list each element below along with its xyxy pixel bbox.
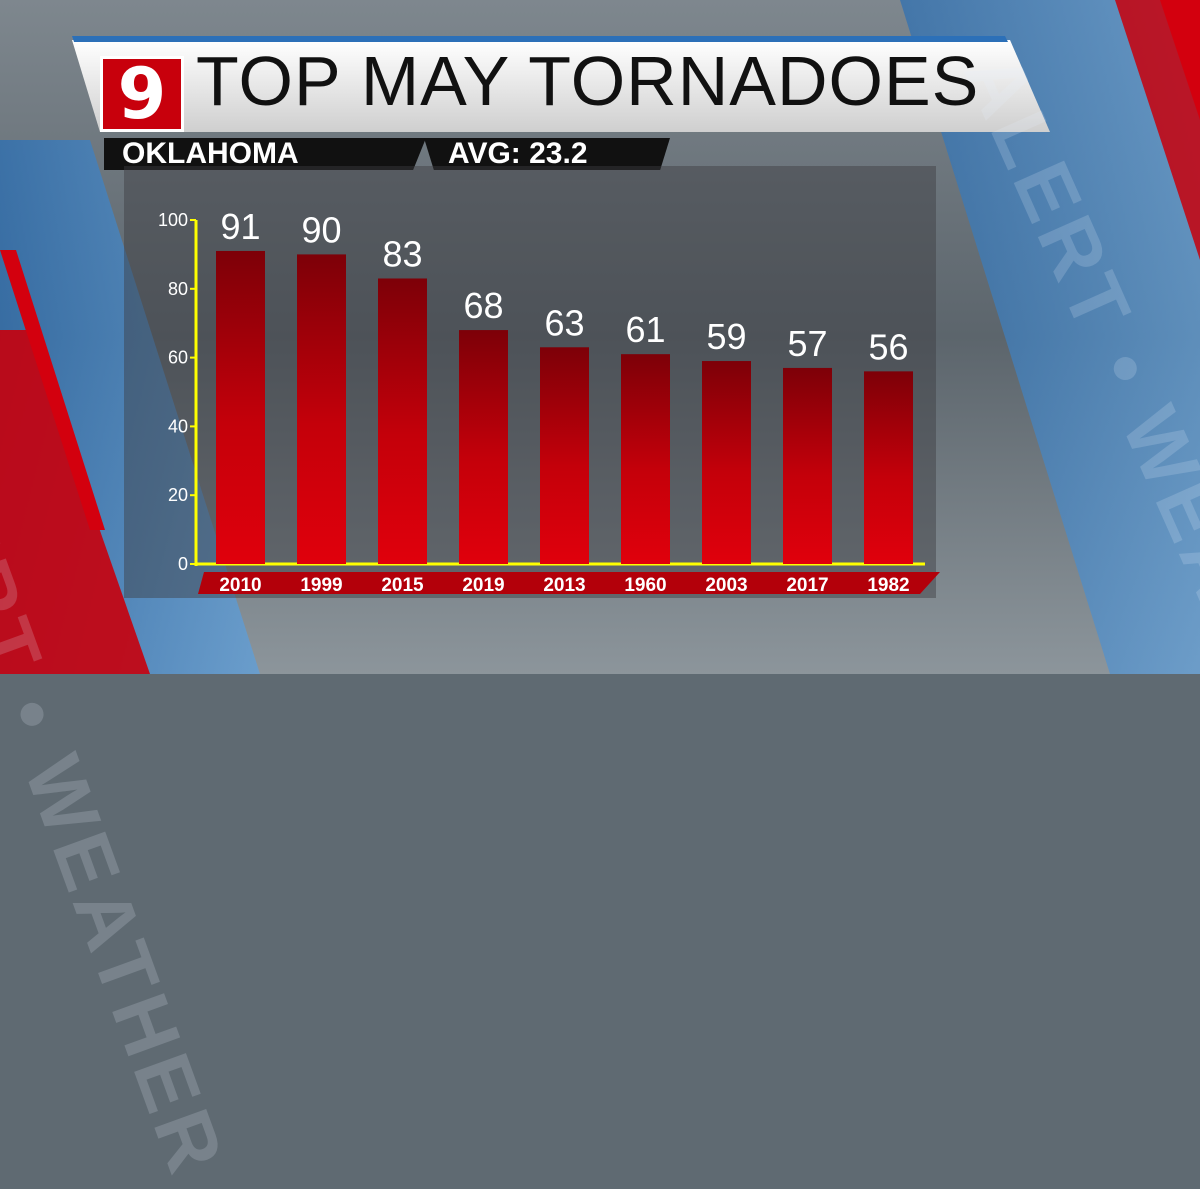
chart-title: TOP MAY TORNADOES <box>196 42 980 120</box>
bar <box>378 278 427 564</box>
average-label: AVG: 23.2 <box>448 137 588 170</box>
bar <box>702 361 751 564</box>
bar <box>216 250 265 564</box>
bar-value-label: 68 <box>463 285 503 326</box>
bar <box>297 254 346 564</box>
x-tick-label: 1999 <box>300 575 342 596</box>
y-tick-label: 100 <box>158 210 188 230</box>
bar-value-label: 57 <box>787 323 827 364</box>
bar <box>621 354 670 564</box>
x-tick-label: 2019 <box>462 575 504 596</box>
background-graphic <box>0 0 1200 674</box>
x-tick-label: 2017 <box>786 575 828 596</box>
x-tick-label: 2003 <box>705 575 747 596</box>
channel-logo: 9 <box>100 56 184 132</box>
bar-chart: 0 20 40 60 80 100 91 2010 90 1999 83 2015 68 2019 63 2… <box>158 206 940 596</box>
x-tick-label: 1960 <box>624 575 666 596</box>
y-tick-label: 20 <box>168 485 188 505</box>
bar-value-label: 91 <box>220 206 260 247</box>
bar <box>540 347 589 564</box>
location-label: OKLAHOMA <box>122 137 299 170</box>
y-tick-label: 40 <box>168 416 188 436</box>
location-label-box: OKLAHOMA <box>104 138 426 170</box>
y-tick-label: 60 <box>168 348 188 368</box>
y-tick-label: 80 <box>168 279 188 299</box>
logo-number: 9 <box>117 53 167 135</box>
x-tick-label: 1982 <box>867 575 909 596</box>
y-tick-label: 0 <box>178 554 188 574</box>
bar-value-label: 56 <box>868 326 908 367</box>
title-banner: 9 TOP MAY TORNADOES <box>0 0 1200 140</box>
bar-value-label: 59 <box>706 316 746 357</box>
x-axis-ribbon <box>198 572 940 594</box>
bar-value-label: 90 <box>301 209 341 250</box>
bar <box>459 330 508 564</box>
bar-value-label: 63 <box>544 302 584 343</box>
x-tick-label: 2013 <box>543 575 585 596</box>
bar-value-label: 83 <box>382 233 422 274</box>
x-tick-label: 2010 <box>219 575 261 596</box>
average-label-box: AVG: 23.2 <box>424 138 670 170</box>
bar-value-label: 61 <box>625 309 665 350</box>
bar <box>864 371 913 564</box>
x-tick-label: 2015 <box>381 575 424 596</box>
bar <box>783 367 832 564</box>
